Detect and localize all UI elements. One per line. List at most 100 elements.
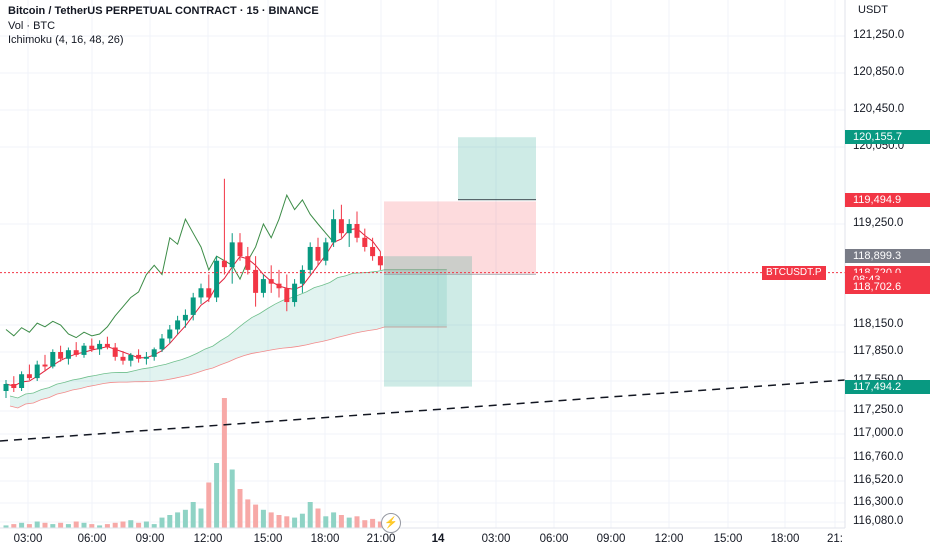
- price-axis-label: 120,450.0: [853, 103, 905, 115]
- volume-bar: [42, 522, 48, 528]
- volume-bar: [151, 524, 157, 528]
- candle-body: [143, 356, 149, 359]
- lightning-icon[interactable]: ⚡: [381, 513, 401, 533]
- candle-body: [370, 246, 376, 257]
- time-axis-label: 12:00: [654, 533, 684, 545]
- price-axis-label: 117,250.0: [853, 404, 904, 416]
- candle-body: [167, 329, 173, 339]
- candle-body: [338, 219, 344, 234]
- symbol-title[interactable]: Bitcoin / TetherUS PERPETUAL CONTRACT · …: [8, 5, 319, 17]
- volume-bar: [3, 525, 9, 528]
- price-tag: 119,494.9: [845, 193, 930, 208]
- volume-bar: [237, 489, 243, 528]
- time-axis-label: 18:00: [770, 533, 800, 545]
- candle-body: [3, 384, 9, 391]
- volume-bar: [370, 518, 376, 528]
- price-axis-label: 116,080.0: [853, 515, 904, 527]
- candle-body: [159, 338, 165, 350]
- candle-body: [284, 288, 290, 303]
- candle-body: [26, 374, 32, 379]
- volume-bar: [175, 512, 181, 528]
- candle-body: [299, 269, 305, 284]
- time-axis-label: 09:00: [135, 533, 165, 545]
- price-axis-label: 119,250.0: [853, 217, 904, 229]
- volume-bar: [112, 522, 118, 528]
- volume-bar: [19, 522, 25, 528]
- candle-body: [307, 246, 313, 270]
- time-axis-label: 03:00: [481, 533, 511, 545]
- volume-bar: [50, 524, 56, 528]
- indicator-legend[interactable]: Ichimoku (4, 16, 48, 26): [8, 34, 124, 46]
- ichimoku-cloud: [9, 269, 447, 409]
- candle-body: [221, 260, 227, 268]
- volume-bar: [73, 521, 79, 528]
- volume-bar: [229, 469, 235, 528]
- price-tag: 117,494.2: [845, 379, 930, 394]
- volume-bar: [323, 516, 329, 528]
- volume-bar: [143, 521, 149, 528]
- volume-bar: [81, 522, 87, 528]
- volume-bar: [377, 521, 383, 528]
- candle-body: [73, 350, 79, 355]
- volume-legend[interactable]: Vol · BTC: [8, 19, 56, 32]
- volume-bar: [104, 524, 110, 528]
- candle-body: [315, 246, 321, 261]
- candle-body: [331, 219, 337, 243]
- volume-bar: [128, 520, 134, 528]
- candle-body: [11, 384, 17, 388]
- volume-bar: [260, 509, 266, 528]
- volume-bar: [11, 524, 17, 528]
- candle-body: [198, 288, 204, 298]
- trendline: [0, 379, 846, 442]
- volume-bar: [268, 512, 274, 528]
- volume-bar: [299, 513, 305, 528]
- volume-bar: [159, 517, 165, 528]
- candle-body: [128, 354, 134, 361]
- volume-bar: [292, 517, 298, 528]
- candle-body: [253, 269, 259, 293]
- candle-body: [89, 345, 95, 350]
- volume-bar: [253, 504, 259, 528]
- candle-body: [104, 343, 110, 348]
- candle-body: [292, 283, 298, 303]
- candle-body: [50, 352, 56, 367]
- price-axis-label: 116,300.0: [853, 496, 904, 508]
- candle-body: [206, 288, 212, 298]
- volume-bar: [97, 525, 103, 528]
- volume-bar: [167, 515, 173, 528]
- time-axis-label: 15:00: [253, 533, 283, 545]
- volume-bar: [354, 516, 360, 528]
- candle-body: [377, 256, 383, 266]
- candle-body: [120, 356, 126, 361]
- candle-body: [362, 237, 368, 247]
- candle-body: [214, 260, 220, 298]
- time-axis-label: 18:00: [310, 533, 340, 545]
- price-tag: 120,155.7: [845, 130, 930, 145]
- candle-body: [245, 256, 251, 270]
- candle-body: [237, 242, 243, 257]
- time-axis-label: 09:00: [596, 533, 626, 545]
- volume-bars: [3, 398, 383, 528]
- candle-body: [136, 354, 142, 359]
- candle-body: [346, 224, 352, 234]
- candle-body: [276, 283, 282, 289]
- price-axis-label: 116,520.0: [853, 474, 904, 486]
- volume-bar: [58, 522, 64, 528]
- candle-body: [19, 374, 25, 388]
- cloud-area: [10, 269, 447, 408]
- candle-body: [229, 242, 235, 268]
- volume-bar: [331, 512, 337, 528]
- target-zone: [458, 137, 536, 201]
- candle-body: [182, 314, 188, 321]
- volume-bar: [190, 502, 196, 528]
- chart-legend: Bitcoin / TetherUS PERPETUAL CONTRACT · …: [8, 4, 319, 48]
- candle-body: [65, 350, 71, 359]
- candle-body: [58, 352, 64, 359]
- volume-bar: [221, 398, 227, 528]
- candle-body: [260, 279, 266, 293]
- volume-bar: [26, 524, 32, 528]
- candlesticks: [3, 178, 383, 398]
- currency-selector[interactable]: USDT: [858, 4, 888, 16]
- candle-body: [34, 364, 40, 379]
